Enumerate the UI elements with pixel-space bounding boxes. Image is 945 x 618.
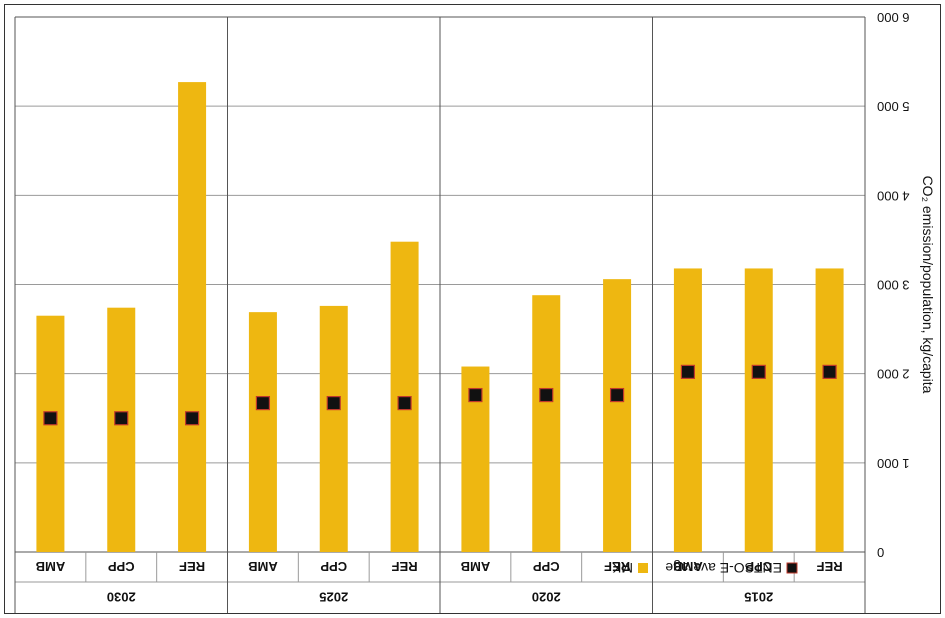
- marker-2025-amb: [255, 395, 271, 411]
- category-label-2030-cpp: CPP: [108, 559, 135, 574]
- marker-2020-cpp: [539, 387, 554, 403]
- y-tick-label: 4 000: [877, 188, 910, 203]
- category-label-2025-amb: AMB: [248, 559, 278, 574]
- group-label-2020: 2020: [532, 590, 561, 605]
- legend-label-mk: MK: [611, 560, 633, 576]
- chart-rotated-group: 0 1 000 2 000 3 000 4 000 5 000 6 000 CO₂ emiss…: [4, 4, 941, 614]
- marker-2015-ref: [822, 364, 837, 379]
- y-axis-title: CO₂ emission/population, kg/capita: [920, 176, 936, 394]
- y-tick-label: 3 000: [877, 278, 910, 293]
- y-tick-label: 0: [877, 545, 884, 560]
- legend-swatch-mk: [638, 563, 648, 573]
- group-label-2025: 2025: [319, 590, 348, 605]
- marker-2025-cpp: [326, 395, 341, 411]
- marker-2025-ref: [397, 395, 412, 411]
- y-tick-label: 6 000: [877, 10, 910, 25]
- marker-2020-ref: [609, 387, 625, 403]
- category-label-2020-cpp: CPP: [533, 559, 560, 574]
- bar-2020-ref: [603, 279, 632, 552]
- category-label-2020-amb: AMB: [461, 559, 491, 574]
- group-label-2030: 2030: [107, 590, 136, 605]
- legend: ENTSO-E average MK: [611, 560, 798, 576]
- category-label-2015-ref: REF: [817, 559, 843, 574]
- y-tick-label: 1 000: [877, 456, 910, 471]
- y-tick-label: 2 000: [877, 367, 910, 382]
- marker-2030-ref: [184, 411, 200, 426]
- bar-2015-amb: [673, 268, 702, 552]
- bar-2025-cpp: [319, 305, 348, 552]
- legend-label-entso-e-average: ENTSO-E average: [665, 560, 782, 576]
- bar-2030-cpp: [107, 307, 136, 552]
- y-tick-label: 5 000: [877, 99, 910, 114]
- category-label-2015-cpp: CPP: [745, 559, 772, 574]
- legend-swatch-entso-e-average: [786, 562, 798, 574]
- category-label-2020-ref: REF: [604, 559, 630, 574]
- bar-2015-ref: [815, 268, 844, 552]
- marker-2020-amb: [468, 387, 483, 403]
- marker-2030-amb: [43, 411, 58, 426]
- category-label-2015-amb: AMB: [673, 559, 703, 574]
- group-label-2015: 2015: [744, 590, 773, 605]
- category-label-2025-cpp: CPP: [320, 559, 347, 574]
- marker-2030-cpp: [114, 411, 129, 426]
- category-label-2030-amb: AMB: [36, 559, 66, 574]
- category-label-2030-ref: REF: [179, 559, 205, 574]
- bar-2030-ref: [178, 82, 207, 552]
- marker-2015-cpp: [751, 364, 766, 379]
- marker-2015-amb: [680, 364, 696, 379]
- bar-2030-amb: [36, 315, 65, 552]
- bar-2020-cpp: [532, 295, 561, 552]
- figure-border: [4, 4, 941, 614]
- bar-2025-amb: [248, 312, 277, 552]
- bar-2015-cpp: [744, 268, 773, 552]
- category-label-2025-ref: REF: [392, 559, 418, 574]
